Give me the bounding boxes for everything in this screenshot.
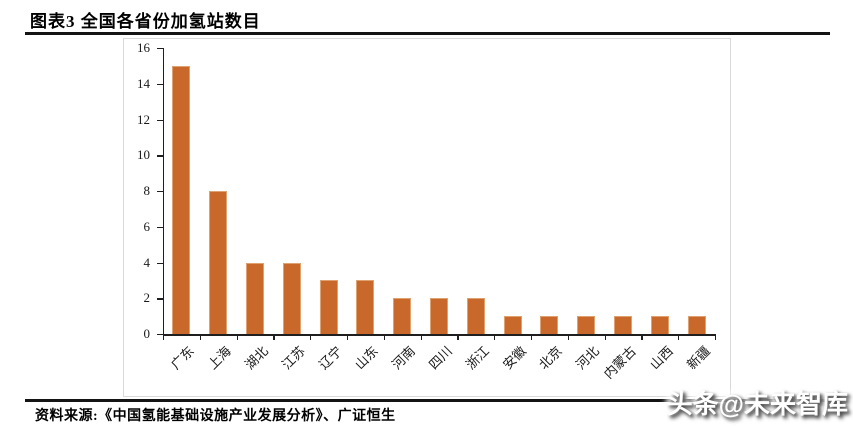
- y-axis-tick: [157, 226, 163, 229]
- y-axis-tick-label: 14: [137, 75, 150, 91]
- y-axis-tick: [157, 298, 163, 300]
- y-axis-tick: [157, 83, 163, 86]
- y-axis-tick-label: 0: [143, 326, 151, 341]
- source-note: 资料来源:《中国氢能基础设施产业发展分析》、广证恒生: [35, 409, 396, 424]
- bar-山西: [650, 316, 669, 334]
- chart-title: 图表3 全国各省份加氢站数目: [30, 12, 261, 31]
- y-axis-tick: [157, 119, 163, 121]
- bar-山东: [356, 280, 375, 334]
- bar-辽宁: [319, 280, 338, 334]
- bar-江苏: [282, 262, 301, 334]
- footer-divider-rule: [25, 399, 830, 402]
- y-axis-tick-label: 8: [143, 183, 151, 198]
- x-axis-tick: [531, 334, 533, 340]
- y-axis-tick: [157, 334, 163, 336]
- y-axis-tick-label: 6: [143, 218, 151, 234]
- x-axis-tick: [383, 334, 386, 340]
- y-axis-tick-label: 16: [137, 40, 150, 55]
- x-axis-tick: [310, 334, 312, 340]
- bar-四川: [430, 298, 448, 334]
- x-axis-tick: [347, 334, 349, 340]
- bar-内蒙古: [614, 316, 632, 334]
- bar-北京: [540, 316, 559, 334]
- bar-浙江: [466, 298, 485, 334]
- x-axis-tick: [641, 334, 643, 340]
- bar-上海: [209, 191, 228, 334]
- y-axis-line: [163, 48, 165, 335]
- x-axis-tick: [199, 334, 202, 340]
- y-axis-tick-label: 10: [137, 147, 150, 163]
- x-axis-line: [163, 334, 715, 336]
- bar-chart: 0 2 4 6 8 10 12 14 16 广东 上海 湖北 江苏 辽宁 山东 河南 四川 浙江 安徽 北京 河北 内蒙古…: [123, 38, 731, 397]
- x-axis-tick: [163, 334, 165, 340]
- bar-广东: [172, 65, 191, 334]
- x-axis-tick: [715, 334, 717, 340]
- watermark-text: 头条@未来智库: [666, 389, 848, 419]
- x-axis-tick: [273, 334, 275, 340]
- x-axis-tick: [420, 334, 422, 340]
- bar-河北: [577, 316, 596, 334]
- x-axis-tick: [567, 334, 570, 340]
- bar-新疆: [687, 316, 706, 334]
- bar-湖北: [246, 262, 264, 334]
- y-axis-tick: [157, 191, 163, 193]
- y-axis-tick: [157, 48, 163, 50]
- y-axis-tick-label: 12: [137, 111, 150, 127]
- x-axis-tick: [457, 334, 459, 340]
- y-axis-tick: [157, 262, 163, 264]
- x-axis-tick: [604, 334, 606, 340]
- bar-安徽: [503, 316, 522, 334]
- title-divider-rule: [25, 32, 830, 35]
- y-axis-tick-label: 4: [143, 254, 151, 270]
- y-axis-tick-label: 2: [143, 290, 151, 306]
- y-axis-tick: [157, 155, 163, 157]
- bar-河南: [393, 298, 412, 334]
- x-axis-tick: [678, 334, 680, 340]
- x-axis-tick: [236, 334, 238, 340]
- x-axis-tick: [494, 334, 496, 340]
